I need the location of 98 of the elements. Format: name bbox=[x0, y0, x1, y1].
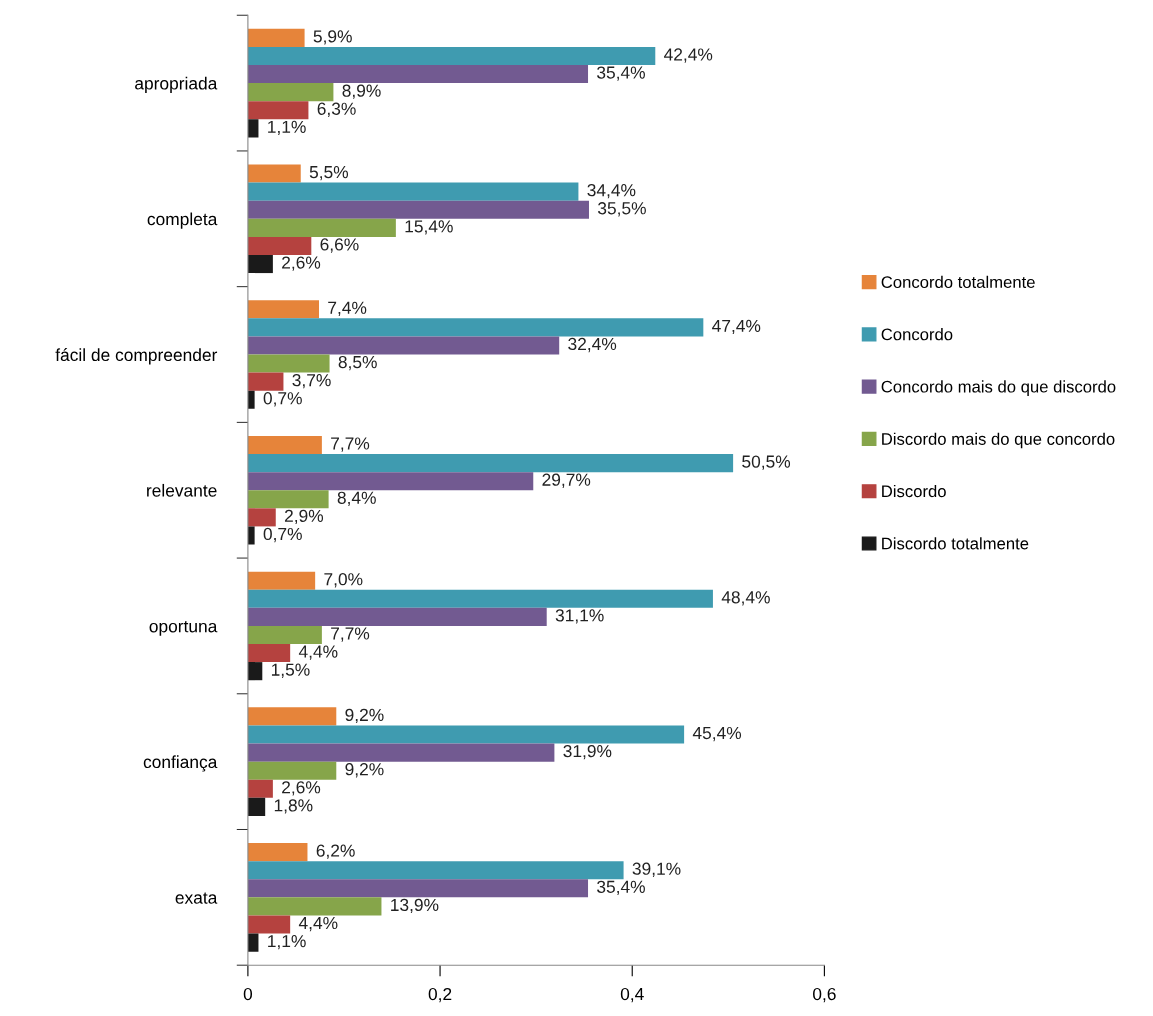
bar bbox=[247, 254, 273, 274]
bar bbox=[247, 589, 713, 608]
y-tick-label: apropriada bbox=[135, 76, 218, 93]
bar bbox=[247, 897, 382, 916]
legend-label: Concordo mais do que discordo bbox=[881, 380, 1116, 396]
data-label: 2,6% bbox=[282, 256, 321, 271]
data-label: 8,9% bbox=[342, 84, 381, 99]
data-label: 42,4% bbox=[664, 48, 713, 63]
data-label: 5,9% bbox=[313, 30, 352, 45]
bar bbox=[247, 508, 276, 527]
bar bbox=[247, 28, 305, 47]
legend-label: Concordo bbox=[881, 328, 953, 341]
legend-label: Discordo mais do que concordo bbox=[882, 432, 1115, 449]
bar bbox=[247, 915, 291, 934]
bar bbox=[247, 879, 589, 898]
y-tick-label: confiança bbox=[143, 755, 218, 772]
y-tick-label: relevante bbox=[147, 483, 217, 497]
y-tick-label: oportuna bbox=[149, 620, 218, 636]
bar bbox=[247, 472, 534, 491]
x-tick-label: 0 bbox=[243, 987, 253, 1001]
data-label: 4,4% bbox=[298, 916, 338, 932]
bar bbox=[247, 571, 316, 590]
data-label: 34,4% bbox=[587, 184, 636, 199]
data-label: 35,4% bbox=[597, 66, 645, 81]
data-label: 50,5% bbox=[742, 455, 791, 470]
bar bbox=[247, 354, 330, 373]
bar bbox=[247, 743, 555, 762]
data-label: 13,9% bbox=[391, 898, 439, 914]
x-tick-label: 0,6 bbox=[813, 987, 836, 1003]
data-label: 48,4% bbox=[721, 591, 770, 606]
bar bbox=[247, 200, 589, 219]
data-label: 29,7% bbox=[542, 473, 591, 488]
data-label: 15,4% bbox=[405, 220, 453, 235]
bar bbox=[247, 164, 301, 183]
bar bbox=[247, 318, 704, 337]
bar bbox=[247, 526, 255, 545]
data-label: 47,4% bbox=[712, 319, 761, 335]
y-tick-label: completa bbox=[147, 212, 218, 229]
data-label: 1,1% bbox=[268, 120, 306, 136]
y-tick-label: exata bbox=[175, 892, 218, 904]
bar bbox=[247, 490, 329, 509]
data-label: 6,2% bbox=[316, 844, 355, 859]
bar bbox=[247, 707, 337, 726]
legend-label: Discordo totalmente bbox=[882, 537, 1029, 550]
x-tick-label: 0,2 bbox=[428, 987, 452, 1003]
data-label: 6,6% bbox=[320, 238, 359, 253]
data-label: 31,9% bbox=[563, 744, 612, 760]
data-label: 8,4% bbox=[337, 491, 376, 506]
data-label: 8,5% bbox=[338, 355, 377, 371]
data-label: 7,7% bbox=[331, 437, 370, 452]
bar bbox=[247, 435, 322, 455]
bar bbox=[247, 625, 322, 645]
legend-label: Discordo bbox=[882, 484, 946, 498]
x-tick-label: 0,4 bbox=[620, 987, 644, 1003]
data-label: 45,4% bbox=[692, 726, 742, 742]
data-label: 7,4% bbox=[328, 301, 367, 316]
data-label: 5,5% bbox=[309, 166, 349, 181]
data-label: 0,7% bbox=[263, 527, 302, 543]
bar bbox=[247, 218, 396, 237]
data-label: 9,2% bbox=[345, 763, 384, 778]
data-label: 4,4% bbox=[298, 645, 338, 660]
bar bbox=[247, 607, 547, 626]
bar bbox=[247, 83, 334, 102]
data-label: 32,4% bbox=[568, 337, 617, 353]
bar bbox=[247, 65, 589, 84]
bar bbox=[247, 861, 624, 880]
data-label: 0,7% bbox=[263, 392, 302, 407]
data-label: 9,2% bbox=[345, 708, 384, 724]
data-label: 39,1% bbox=[632, 862, 681, 877]
data-label: 1,5% bbox=[271, 663, 310, 678]
data-label: 31,1% bbox=[555, 609, 604, 624]
data-label: 6,3% bbox=[317, 102, 356, 117]
bar bbox=[247, 454, 734, 473]
bar bbox=[247, 797, 266, 816]
bar bbox=[247, 843, 308, 862]
bar bbox=[247, 779, 273, 798]
y-tick-label: fácil de compreender bbox=[55, 348, 218, 365]
bar bbox=[247, 644, 291, 663]
bar bbox=[247, 101, 309, 120]
bar bbox=[247, 725, 685, 744]
legend-label: Concordo totalmente bbox=[881, 275, 1035, 289]
data-label: 35,5% bbox=[597, 202, 646, 217]
bar bbox=[247, 372, 284, 391]
bar bbox=[247, 662, 263, 681]
data-label: 1,1% bbox=[268, 935, 306, 950]
data-label: 3,7% bbox=[292, 374, 331, 389]
data-label: 35,4% bbox=[597, 880, 645, 896]
bar bbox=[247, 182, 579, 201]
bar bbox=[247, 236, 312, 255]
bar bbox=[247, 761, 337, 780]
data-label: 2,9% bbox=[284, 509, 324, 525]
data-label: 7,0% bbox=[324, 573, 363, 588]
data-label: 7,7% bbox=[331, 627, 370, 642]
data-label: 2,6% bbox=[282, 781, 321, 796]
data-label: 1,8% bbox=[274, 799, 313, 814]
bar bbox=[247, 300, 319, 319]
bar bbox=[247, 336, 560, 355]
bar bbox=[247, 46, 656, 65]
